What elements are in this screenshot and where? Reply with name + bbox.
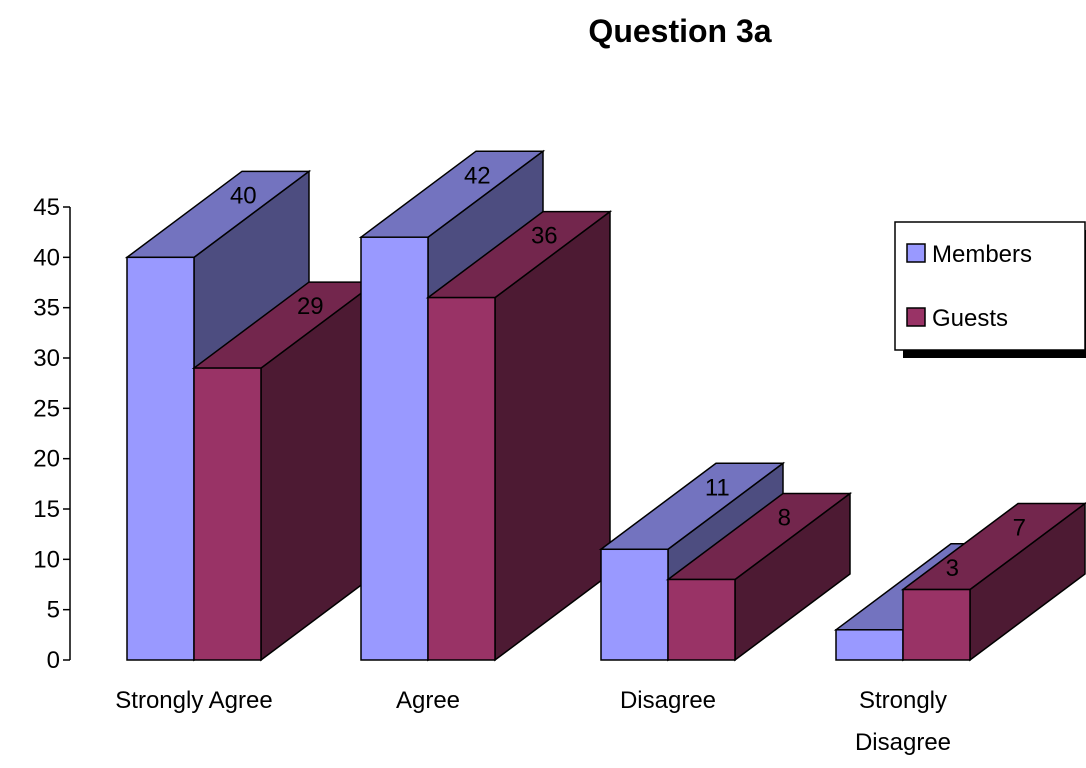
legend-swatch	[906, 307, 926, 327]
bar-front-face	[902, 588, 971, 661]
data-labels: 40 29 42 36 11 8 3 7	[230, 162, 1026, 582]
legend-box	[894, 221, 1086, 351]
data-label: 42	[464, 162, 491, 189]
y-tick-label: 20	[33, 446, 60, 473]
y-axis: 0 5 10 15 20 25 30 35 40 45	[33, 194, 71, 674]
category-labels: Strongly Agree Agree Disagree Strongly Disag…	[115, 687, 951, 756]
y-tick-label: 25	[33, 395, 60, 422]
chart-title: Question 3a	[588, 13, 771, 49]
x-category-label: Strongly Disagree	[855, 687, 951, 756]
bar-front-face	[667, 578, 736, 661]
y-tick-label: 10	[33, 546, 60, 573]
data-label: 29	[297, 293, 324, 320]
data-label: 8	[778, 505, 791, 532]
data-label: 11	[705, 474, 730, 501]
legend-swatch	[906, 243, 926, 263]
x-category-label: Disagree	[620, 687, 716, 714]
bar-front-face	[126, 256, 195, 661]
y-tick-label: 5	[47, 597, 60, 624]
bar-front-face	[835, 629, 904, 661]
y-tick-label: 0	[47, 647, 60, 674]
bar-front-face	[427, 296, 496, 661]
data-label: 7	[1013, 515, 1026, 542]
bar-guests	[900, 502, 1086, 662]
bar-front-face	[360, 236, 429, 661]
y-tick-label: 35	[33, 295, 60, 322]
bar-front-face	[193, 367, 262, 661]
y-tick-label: 45	[33, 194, 60, 221]
bar-front-face	[600, 548, 669, 661]
legend-label: Guests	[932, 305, 1008, 332]
bars	[124, 149, 1086, 662]
y-tick-label: 15	[33, 496, 60, 523]
x-category-label: Strongly Agree	[115, 687, 272, 714]
legend-label: Members	[932, 241, 1032, 268]
bar-guests	[425, 210, 613, 662]
y-tick-label: 40	[33, 244, 60, 271]
data-label: 3	[946, 555, 959, 582]
bar-guests	[665, 491, 853, 662]
data-label: 36	[531, 223, 558, 250]
data-label: 40	[230, 182, 257, 209]
legend: Members Guests	[894, 221, 1086, 358]
bar-guests	[191, 280, 379, 662]
y-tick-label: 30	[33, 345, 60, 372]
x-category-label: Agree	[396, 687, 460, 714]
